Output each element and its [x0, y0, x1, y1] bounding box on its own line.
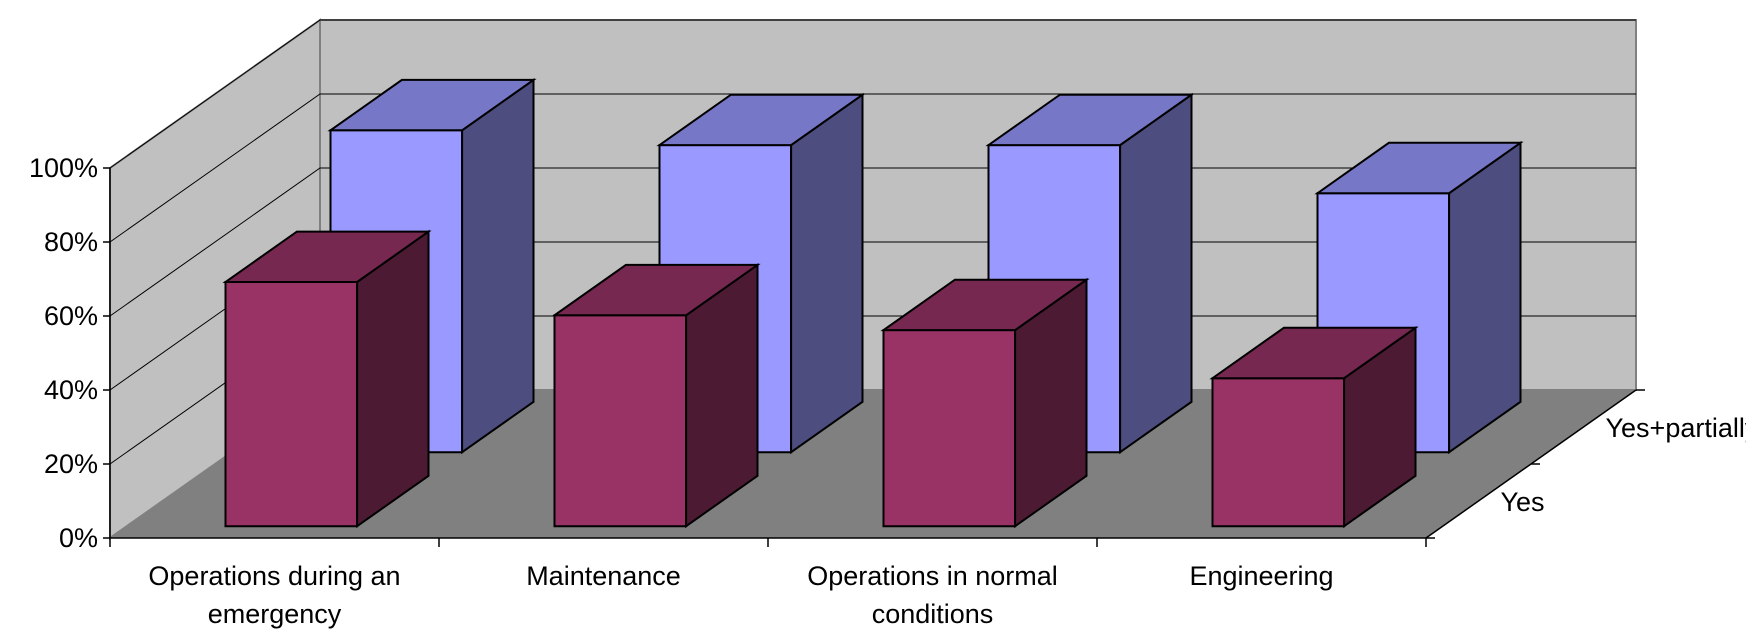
- bars: [222, 77, 1524, 529]
- bar-top: [1209, 326, 1419, 380]
- bar: [222, 229, 432, 529]
- bar-side: [1119, 92, 1193, 455]
- bar-top: [551, 263, 761, 317]
- x-category-label: emergency: [208, 599, 342, 629]
- bar: [1209, 325, 1419, 529]
- bar-front: [553, 314, 688, 528]
- gridline: [109, 19, 1636, 169]
- bar: [551, 262, 761, 529]
- bar-top: [327, 78, 537, 132]
- gridline: [109, 167, 1636, 317]
- y-tick-label: 20%: [44, 449, 98, 479]
- bar-side: [790, 92, 864, 455]
- bar-side: [1448, 140, 1522, 455]
- x-category-label: Engineering: [1189, 561, 1333, 591]
- y-tick-label: 80%: [44, 227, 98, 257]
- bar-top: [222, 230, 432, 283]
- bar-front: [882, 329, 1017, 528]
- axes: [103, 167, 1645, 547]
- bar-top: [1314, 141, 1524, 195]
- y-tick-label: 60%: [44, 301, 98, 331]
- x-category-label: conditions: [872, 599, 994, 629]
- bar-top: [985, 93, 1195, 147]
- bar-front: [1211, 377, 1346, 528]
- series-depth-label: Yes: [1501, 487, 1545, 517]
- x-category-label: Operations during an: [148, 561, 400, 591]
- bar-top: [656, 93, 866, 147]
- y-tick-label: 100%: [29, 153, 98, 183]
- y-tick-label: 40%: [44, 375, 98, 405]
- x-category-label: Maintenance: [526, 561, 681, 591]
- x-category-label: Operations in normal: [807, 561, 1058, 591]
- bar: [880, 277, 1090, 529]
- labels: 0% 20% 40% 60% 80% 100% Operations during an em…: [29, 153, 1746, 629]
- series-depth-label: Yes+partially: [1606, 413, 1746, 443]
- bar-side: [461, 77, 535, 455]
- bar-front: [224, 281, 359, 528]
- y-tick-label: 0%: [59, 523, 98, 553]
- gridline: [109, 93, 1636, 243]
- bar-side: [356, 229, 430, 529]
- bar-top: [880, 278, 1090, 332]
